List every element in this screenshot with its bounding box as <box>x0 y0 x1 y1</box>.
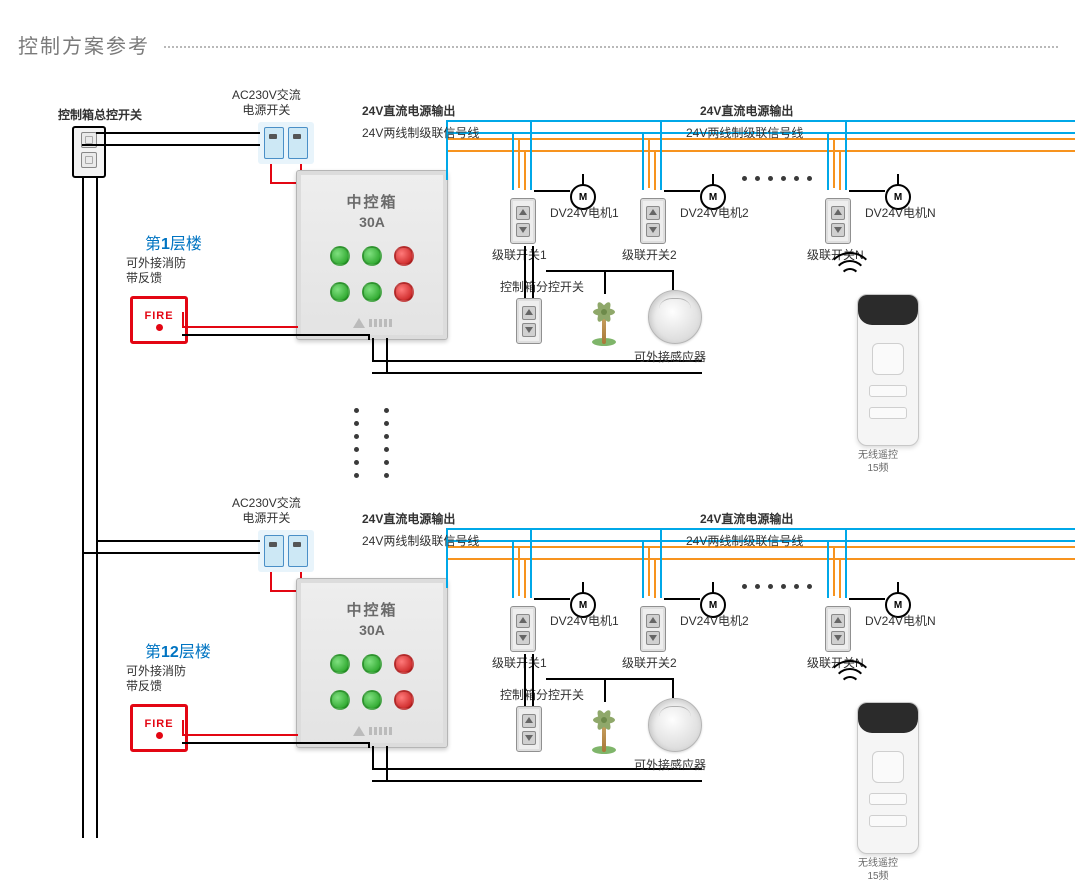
wireless-icon <box>826 662 874 692</box>
signal-line-label: 24V两线制级联信号线 <box>686 126 803 141</box>
sub-switch <box>516 298 542 344</box>
remote-label: 无线遥控 15频 <box>858 450 898 475</box>
fire-caption: 可外接消防 带反馈 <box>126 256 186 286</box>
remote-control <box>857 294 919 446</box>
wireless-icon <box>826 254 874 284</box>
floor-label: 第1层楼 <box>145 230 202 254</box>
ac-breaker-label: AC230V交流 电源开关 <box>232 88 301 118</box>
cascade-switch <box>640 198 666 244</box>
ac-breaker-label: AC230V交流 电源开关 <box>232 496 301 526</box>
dc24-out-label: 24V直流电源输出 <box>700 104 793 119</box>
sub-switch-label: 控制箱分控开关 <box>500 688 584 703</box>
motor-label: DV24V电机N <box>865 206 936 221</box>
wind-sensor-icon <box>584 702 624 754</box>
cascade-switch-label: 级联开关1 <box>492 656 547 671</box>
ac-breaker <box>258 122 314 164</box>
fire-alarm: FIRE <box>130 704 188 752</box>
master-switch-label: 控制箱总控开关 <box>58 108 142 123</box>
signal-line-label: 24V两线制级联信号线 <box>362 534 479 549</box>
motor-label: DV24V电机2 <box>680 614 749 629</box>
cascade-switch <box>510 198 536 244</box>
motor-label: DV24V电机N <box>865 614 936 629</box>
dc24-out-label: 24V直流电源输出 <box>362 104 455 119</box>
dc24-out-label: 24V直流电源输出 <box>362 512 455 527</box>
sensor-label: 可外接感应器 <box>634 350 706 365</box>
floor-label: 第12层楼 <box>145 638 211 662</box>
control-cabinet: 中控箱30A <box>296 578 448 748</box>
cascade-switch <box>510 606 536 652</box>
control-cabinet: 中控箱30A <box>296 170 448 340</box>
wind-sensor-icon <box>584 294 624 346</box>
cascade-switch <box>825 606 851 652</box>
cascade-switch-label: 级联开关2 <box>622 656 677 671</box>
sensor-label: 可外接感应器 <box>634 758 706 773</box>
dc24-out-label: 24V直流电源输出 <box>700 512 793 527</box>
remote-control <box>857 702 919 854</box>
cascade-switch <box>640 606 666 652</box>
signal-line-label: 24V两线制级联信号线 <box>686 534 803 549</box>
remote-label: 无线遥控 15频 <box>858 858 898 883</box>
sub-switch-label: 控制箱分控开关 <box>500 280 584 295</box>
motor-label: DV24V电机1 <box>550 614 619 629</box>
smoke-sensor-icon <box>648 698 702 752</box>
signal-line-label: 24V两线制级联信号线 <box>362 126 479 141</box>
fire-alarm: FIRE <box>130 296 188 344</box>
motor-label: DV24V电机1 <box>550 206 619 221</box>
cascade-switch <box>825 198 851 244</box>
cascade-switch-label: 级联开关2 <box>622 248 677 263</box>
smoke-sensor-icon <box>648 290 702 344</box>
motor-label: DV24V电机2 <box>680 206 749 221</box>
ac-breaker <box>258 530 314 572</box>
section-title: 控制方案参考 <box>18 30 150 59</box>
fire-caption: 可外接消防 带反馈 <box>126 664 186 694</box>
sub-switch <box>516 706 542 752</box>
cascade-switch-label: 级联开关1 <box>492 248 547 263</box>
